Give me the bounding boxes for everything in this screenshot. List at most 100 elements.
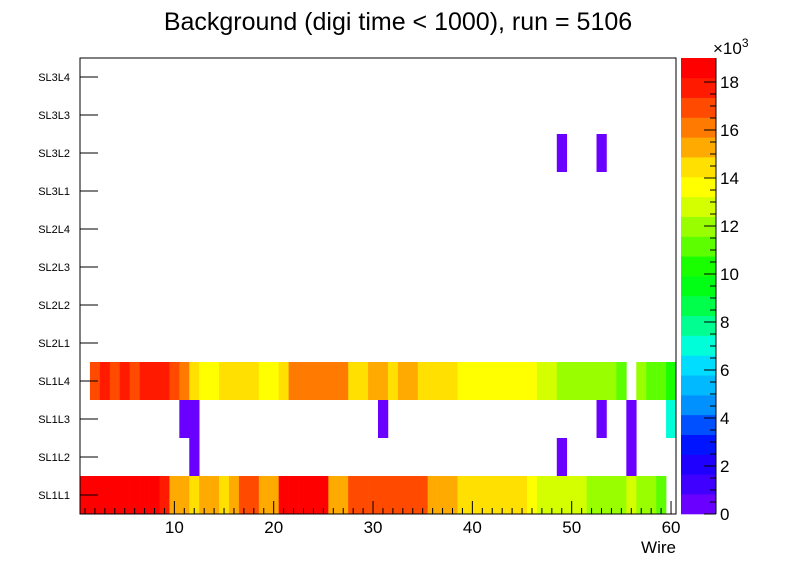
heatmap-cell (487, 362, 498, 400)
heatmap-cell (179, 362, 190, 400)
heatmap-cell (189, 362, 200, 400)
heatmap-cells (80, 134, 677, 514)
heatmap-cell (447, 476, 458, 514)
heatmap-cell (129, 362, 140, 400)
heatmap-cell (199, 362, 210, 400)
heatmap-cell (238, 362, 250, 400)
heatmap-cell (109, 362, 121, 400)
z-tick-label: 12 (720, 217, 739, 236)
heatmap-cell (527, 362, 538, 400)
heatmap-cell (656, 362, 667, 400)
heatmap-cell (666, 362, 677, 400)
palette-swatch (681, 176, 716, 198)
heatmap-cell (517, 362, 528, 400)
heatmap-cell (586, 362, 597, 400)
palette-swatch (681, 157, 716, 178)
heatmap-cell (427, 362, 438, 400)
y-axis: SL1L1 SL1L2 SL1L3 SL1L4 SL2L1 SL2L2 SL2L3 SL2L4… (38, 72, 98, 502)
heatmap-cell (626, 400, 637, 438)
heatmap-cell (119, 362, 130, 400)
heatmap-cell (407, 362, 419, 400)
y-tick-label: SL1L4 (38, 376, 70, 388)
heatmap-cell (209, 362, 220, 400)
x-axis-title: Wire (641, 538, 676, 557)
palette-swatch (681, 335, 716, 356)
palette-swatch (681, 256, 716, 277)
x-tick-label: 20 (264, 518, 283, 537)
heatmap-cell (596, 476, 607, 514)
x-axis: 10 20 30 40 50 60 (84, 501, 680, 537)
heatmap-cell (457, 476, 468, 514)
heatmap-cell (646, 476, 657, 514)
palette-swatch (681, 276, 716, 297)
heatmap-cell (397, 362, 409, 400)
heatmap-cell (338, 476, 349, 514)
heatmap-cell (596, 362, 607, 400)
heatmap-cell (596, 134, 607, 172)
heatmap-cell (288, 362, 299, 400)
heatmap-cell (497, 476, 508, 514)
heatmap-cell (417, 362, 428, 400)
heatmap-cell (596, 400, 607, 438)
heatmap-cell (318, 476, 329, 514)
heatmap-cell (149, 362, 160, 400)
palette-swatch (681, 236, 716, 257)
heatmap-cell (258, 476, 270, 514)
heatmap-cell (636, 362, 647, 400)
palette-swatch (681, 454, 716, 475)
y-tick-label: SL2L1 (38, 338, 70, 350)
palette-swatch (681, 97, 716, 118)
z-tick-label: 8 (720, 313, 729, 332)
heatmap-cell (437, 362, 448, 400)
heatmap-cell (358, 362, 369, 400)
x-tick-label: 40 (463, 518, 482, 537)
palette-swatch (681, 137, 716, 158)
heatmap-cell (467, 362, 478, 400)
y-tick-label: SL3L2 (38, 148, 70, 160)
heatmap-cell (606, 362, 617, 400)
palette-swatch (681, 375, 716, 396)
z-tick-label: 2 (720, 457, 729, 476)
heatmap-cell (328, 476, 339, 514)
heatmap-cell (387, 362, 399, 400)
heatmap-cell (278, 476, 289, 514)
palette-swatch (681, 295, 716, 317)
palette-swatch (681, 77, 716, 98)
z-tick-label: 4 (720, 409, 729, 428)
x-tick-label: 50 (562, 518, 581, 537)
heatmap-cell (119, 476, 130, 514)
heatmap-cell (99, 476, 111, 514)
heatmap-cell (477, 476, 488, 514)
heatmap-cell (298, 476, 309, 514)
palette-swatch (681, 474, 716, 495)
heatmap-cell (189, 438, 200, 476)
heatmap-cell (338, 362, 349, 400)
heatmap-cell (556, 362, 568, 400)
heatmap-cell (268, 476, 279, 514)
heatmap-cell (278, 362, 289, 400)
y-tick-label: SL3L3 (38, 110, 70, 122)
chart-title: Background (digi time < 1000), run = 510… (164, 8, 632, 36)
heatmap-cell (298, 362, 309, 400)
heatmap-cell (566, 362, 577, 400)
heatmap-cell (348, 476, 359, 514)
y-tick-label: SL2L2 (38, 300, 70, 312)
heatmap-cell (179, 476, 190, 514)
heatmap-cell (546, 476, 558, 514)
heatmap-cell (576, 476, 587, 514)
heatmap-cell (656, 476, 667, 514)
heatmap-cell (169, 362, 180, 400)
z-tick-label: 0 (720, 505, 729, 524)
heatmap-cell (477, 362, 488, 400)
heatmap-cell (378, 400, 389, 438)
heatmap-cell (616, 476, 627, 514)
heatmap-cell (348, 362, 359, 400)
heatmap-cell (646, 362, 657, 400)
x-tick-label: 10 (165, 518, 184, 537)
heatmap-cell (517, 476, 528, 514)
heatmap-cell (229, 476, 240, 514)
heatmap-cell (149, 476, 160, 514)
heatmap-cell (288, 476, 299, 514)
heatmap-cell (368, 362, 379, 400)
